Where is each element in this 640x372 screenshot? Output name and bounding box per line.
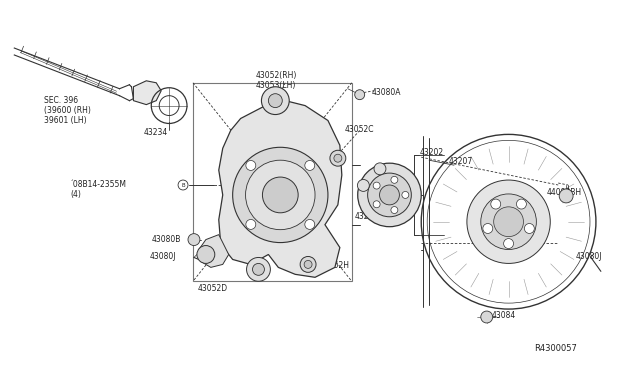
Circle shape: [233, 147, 328, 243]
Circle shape: [504, 238, 513, 248]
Text: 43234: 43234: [143, 128, 168, 137]
Text: 43052(RH)
43053(LH): 43052(RH) 43053(LH): [255, 71, 297, 90]
Polygon shape: [219, 101, 342, 277]
Circle shape: [524, 224, 534, 234]
Polygon shape: [133, 81, 161, 105]
Circle shape: [330, 150, 346, 166]
Circle shape: [304, 260, 312, 268]
Circle shape: [358, 163, 421, 227]
Circle shape: [262, 87, 289, 115]
Circle shape: [305, 160, 315, 170]
Text: 43080B: 43080B: [151, 235, 180, 244]
Text: ´08B14-2355M
(4): ´08B14-2355M (4): [70, 180, 127, 199]
Text: 43052H: 43052H: [320, 262, 350, 270]
Circle shape: [334, 154, 342, 162]
Text: R4300057: R4300057: [534, 344, 577, 353]
Circle shape: [481, 194, 536, 250]
Text: 43052D: 43052D: [198, 284, 228, 293]
Text: B: B: [181, 183, 185, 187]
Polygon shape: [199, 235, 228, 267]
Circle shape: [246, 160, 315, 230]
Circle shape: [373, 201, 380, 208]
Circle shape: [391, 206, 398, 214]
Circle shape: [380, 185, 399, 205]
Text: 43207: 43207: [449, 157, 473, 166]
Text: 43202: 43202: [419, 148, 444, 157]
Circle shape: [493, 207, 524, 237]
Circle shape: [559, 189, 573, 203]
Circle shape: [467, 180, 550, 263]
Circle shape: [305, 219, 315, 230]
Text: 44098BH: 44098BH: [547, 188, 581, 197]
Text: 43080J: 43080J: [576, 251, 603, 260]
Circle shape: [483, 224, 493, 234]
Text: 43052C: 43052C: [345, 125, 374, 134]
Circle shape: [300, 256, 316, 272]
Circle shape: [188, 234, 200, 246]
Circle shape: [516, 199, 526, 209]
Text: SEC. 396
(39600 (RH)
39601 (LH): SEC. 396 (39600 (RH) 39601 (LH): [44, 96, 91, 125]
Text: 43222: 43222: [355, 212, 379, 221]
Circle shape: [374, 163, 386, 175]
Circle shape: [246, 160, 256, 170]
Bar: [193, 83, 352, 281]
Circle shape: [491, 199, 500, 209]
Circle shape: [391, 176, 398, 183]
Text: 43084: 43084: [492, 311, 516, 320]
Circle shape: [197, 246, 215, 263]
Circle shape: [355, 90, 365, 100]
Circle shape: [268, 94, 282, 108]
Circle shape: [262, 177, 298, 213]
Circle shape: [246, 257, 270, 281]
Circle shape: [481, 311, 493, 323]
Circle shape: [367, 173, 412, 217]
Circle shape: [402, 192, 409, 198]
Circle shape: [373, 182, 380, 189]
Circle shape: [246, 219, 256, 230]
Circle shape: [253, 263, 264, 275]
Circle shape: [357, 179, 369, 191]
Text: 43080A: 43080A: [372, 88, 401, 97]
Text: 43080J: 43080J: [149, 251, 176, 260]
